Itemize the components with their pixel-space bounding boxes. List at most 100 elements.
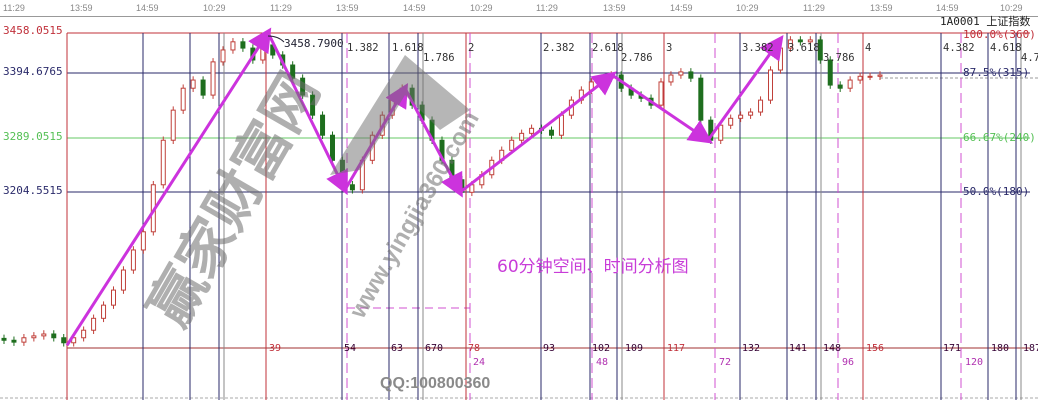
candle-body [320, 114, 326, 136]
candle-body [558, 114, 564, 136]
candle-body [180, 87, 186, 111]
pct-label-66: 66.67%(240) [963, 131, 1036, 144]
bar-count-label: 109 [625, 343, 644, 354]
candle-body [787, 39, 793, 49]
price-level-87: 3394.6765 [3, 65, 63, 78]
time-tick-label: 13:59 [870, 3, 893, 13]
symbol-title: 1A0001 上证指数 [940, 16, 1030, 28]
cycle-count-label: 120 [965, 357, 984, 368]
candle-body [260, 44, 266, 61]
fib-ratio-label: 3.786 [823, 52, 855, 64]
time-tick-label: 14:59 [670, 3, 693, 13]
fib-ratio-label: 4.7 [1021, 52, 1038, 64]
candle-body [120, 269, 126, 291]
candle-body [130, 249, 136, 271]
swing-arrow [65, 27, 272, 347]
fib-ratio-label: 3.382 [742, 42, 774, 54]
candle-body [748, 111, 754, 116]
candle-body [140, 231, 146, 251]
time-tick-label: 11:29 [803, 3, 825, 13]
fib-ratio-label: 2.786 [621, 52, 653, 64]
time-tick-label: 13:59 [336, 3, 359, 13]
candle-body [529, 127, 535, 134]
swing-arrow [459, 71, 617, 194]
candle-body [738, 114, 744, 119]
candle-body [678, 71, 684, 76]
bar-count-label: 670 [425, 343, 444, 354]
time-tick-label: 11:29 [3, 3, 25, 13]
fib-ratio-label: 2 [468, 42, 475, 54]
candle-body [817, 39, 823, 61]
bar-count-label: 39 [269, 343, 282, 354]
candle-body [549, 129, 554, 136]
candle-body [847, 79, 853, 89]
candle-body [290, 64, 296, 79]
fib-ratio-label: 4 [865, 42, 872, 54]
candle-body [758, 99, 764, 113]
time-tick-label: 14:59 [936, 3, 959, 13]
fib-ratio-label: 4.618 [990, 42, 1022, 54]
chart-caption: 60分钟空间、时间分析图 [497, 257, 689, 277]
bar-count-label: 187 [1023, 343, 1038, 354]
bar-count-label: 141 [789, 343, 808, 354]
symbol-code: 1A0001 [940, 15, 980, 28]
watermark-logo-icon [330, 55, 470, 175]
candle-body [220, 49, 226, 63]
candle-body [230, 41, 236, 51]
time-axis [0, 0, 1038, 17]
swing-arrow [403, 87, 463, 198]
candle-body [31, 335, 37, 339]
swing-arrow [266, 31, 348, 196]
candle-body [867, 75, 873, 78]
candle-body [240, 41, 246, 49]
candle-body [91, 317, 97, 331]
candle-body [698, 77, 704, 121]
cycle-count-label: 48 [596, 357, 609, 368]
fib-ratio-label: 1.382 [347, 42, 379, 54]
candle-body [519, 132, 525, 141]
candle-body [718, 124, 724, 141]
candle-body [200, 79, 206, 96]
time-tick-label: 11:29 [536, 3, 558, 13]
cycle-count-label: 72 [719, 357, 732, 368]
candle-body [111, 289, 116, 306]
pct-label-100: 100.0%(360) [963, 28, 1036, 41]
candle-body [349, 184, 355, 191]
time-tick-label: 14:59 [403, 3, 426, 13]
time-tick-label: 10:29 [203, 3, 226, 13]
candle-body [728, 117, 734, 126]
fib-ratio-label: 2.618 [592, 42, 624, 54]
time-tick-label: 14:59 [136, 3, 159, 13]
swing-arrow [611, 73, 713, 144]
bar-count-label: 117 [667, 343, 686, 354]
candle-body [81, 329, 87, 339]
bar-count-label: 132 [742, 343, 761, 354]
candle-body [300, 77, 306, 96]
candle-body [310, 94, 316, 116]
cycle-count-label: 96 [842, 357, 855, 368]
fib-ratio-label: 3 [666, 42, 673, 54]
candle-body [1, 337, 7, 341]
bar-count-label: 63 [391, 343, 404, 354]
candle-body [101, 304, 107, 319]
fib-ratio-label: 1.618 [392, 42, 424, 54]
price-level-66: 3289.0515 [3, 130, 63, 143]
candle-body [41, 333, 47, 337]
peak-price-label: 3458.7900 [284, 37, 344, 50]
time-tick-label: 10:29 [736, 3, 759, 13]
fib-ratio-label: 3.618 [788, 42, 820, 54]
candle-body [170, 109, 176, 141]
candle-body [768, 69, 773, 101]
price-level-50: 3204.5515 [3, 184, 63, 197]
time-tick-label: 10:29 [470, 3, 493, 13]
candle-body [509, 139, 515, 151]
peak-pointer [267, 35, 285, 43]
candle-body [668, 74, 674, 83]
candle-body [688, 71, 694, 79]
candle-body [51, 333, 57, 339]
bar-count-label: 78 [468, 343, 481, 354]
bar-count-label: 156 [866, 343, 885, 354]
bar-count-label: 171 [943, 343, 962, 354]
fib-ratio-label: 4.382 [943, 42, 975, 54]
symbol-name: 上证指数 [986, 15, 1031, 28]
